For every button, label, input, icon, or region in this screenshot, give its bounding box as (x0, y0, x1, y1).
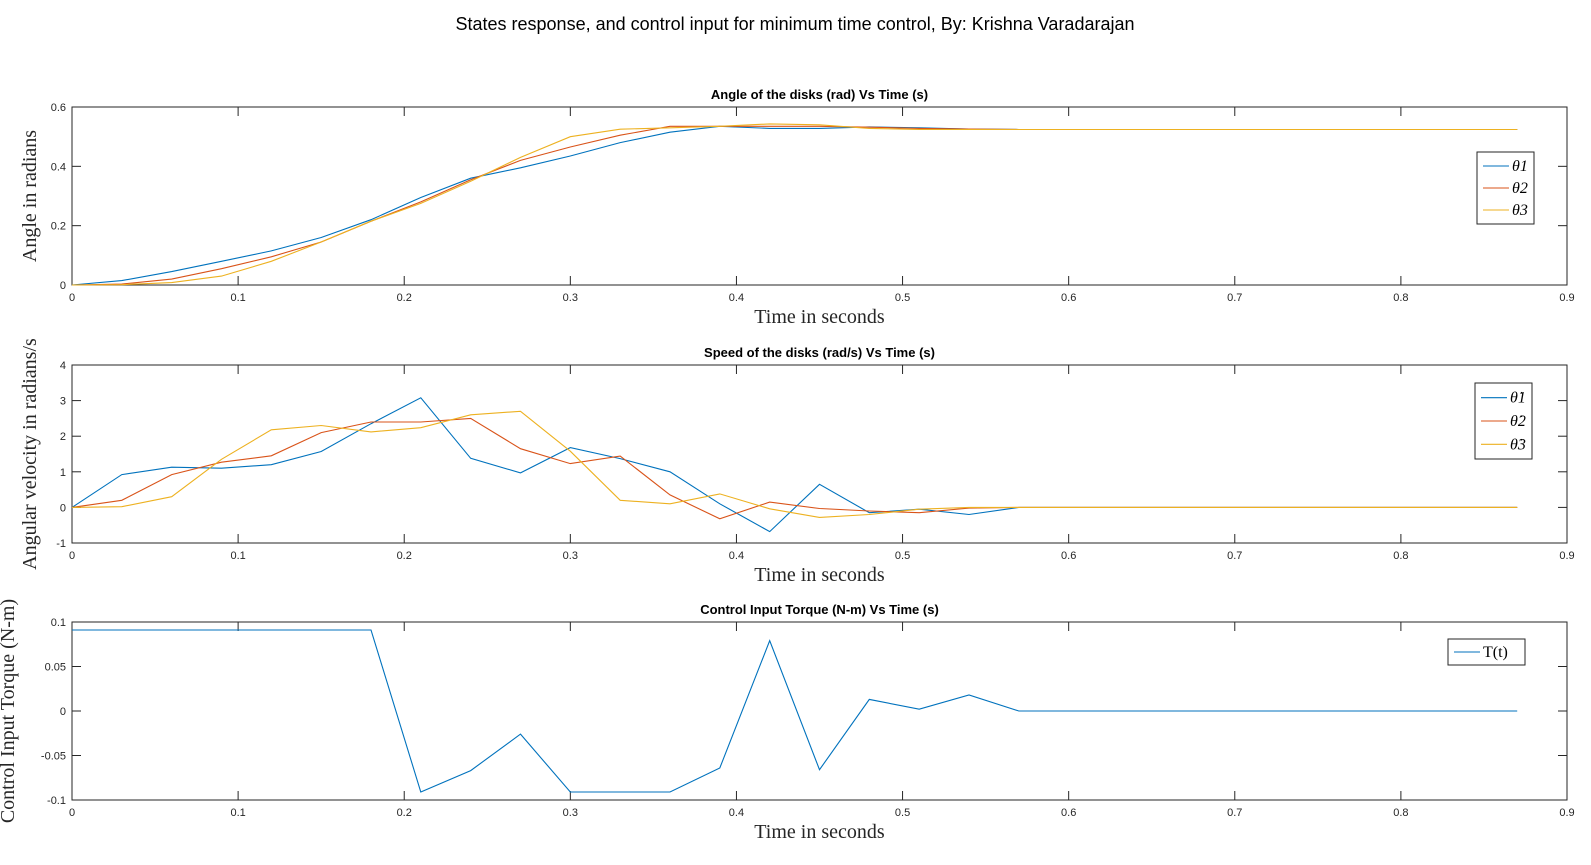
x-tick-label: 0.8 (1393, 807, 1408, 819)
plot-title: Control Input Torque (N-m) Vs Time (s) (700, 602, 939, 617)
x-tick-label: 0.4 (729, 292, 744, 304)
x-tick-label: 0.1 (230, 807, 245, 819)
subplot-2: Speed of the disks (rad/s) Vs Time (s) 0 0… (19, 338, 1575, 586)
y-tick-label: 0.1 (51, 617, 66, 629)
y-tick-label: -0.1 (47, 795, 66, 807)
series-line-3 (71, 410, 1518, 518)
subplots: Angle of the disks (rad) Vs Time (s) 0 0.1… (0, 87, 1575, 843)
legend-label: T(t) (1483, 644, 1508, 661)
x-axis-label: Time in seconds (754, 821, 885, 843)
legend-label: θ1 (1512, 158, 1528, 175)
y-tick-label: 0.2 (51, 221, 66, 233)
x-tick-label: 0 (69, 807, 75, 819)
x-tick-label: 0.9 (1559, 292, 1574, 304)
x-tick-label: 0.4 (729, 550, 744, 562)
x-tick-label: 0.8 (1393, 550, 1408, 562)
x-tick-label: 0.8 (1393, 292, 1408, 304)
plot-area (71, 364, 1568, 544)
x-tick-label: 0 (69, 550, 75, 562)
y-tick-label: 4 (60, 360, 66, 372)
x-tick-label: 0.1 (230, 292, 245, 304)
y-axis-label: Angular velocity in radians/s (19, 338, 41, 570)
x-tick-label: 0.2 (397, 807, 412, 819)
x-axis-label: Time in seconds (754, 306, 885, 328)
series-line-2 (71, 125, 1518, 286)
subplot-1: Angle of the disks (rad) Vs Time (s) 0 0.1… (19, 87, 1575, 328)
series-line-2 (71, 417, 1518, 520)
y-tick-label: 3 (60, 396, 66, 408)
subplot-3: Control Input Torque (N-m) Vs Time (s) 0 0… (0, 599, 1575, 843)
y-tick-label: 0.05 (45, 662, 66, 674)
x-tick-label: 0.3 (563, 550, 578, 562)
y-tick-label: -1 (56, 538, 66, 550)
x-tick-label: 0.7 (1227, 292, 1242, 304)
x-tick-label: 0 (69, 292, 75, 304)
y-tick-label: 0.4 (51, 161, 66, 173)
legend-label: θ̇3 (1510, 436, 1526, 453)
legend-label: θ̇1 (1510, 390, 1526, 407)
x-tick-label: 0.9 (1559, 807, 1574, 819)
series-line-1 (72, 629, 1518, 793)
x-axis-label: Time in seconds (754, 564, 885, 586)
x-tick-label: 0.4 (729, 807, 744, 819)
x-tick-label: 0.6 (1061, 550, 1076, 562)
series-line-3 (71, 123, 1518, 286)
y-tick-label: -0.05 (41, 751, 66, 763)
y-tick-label: 0 (60, 280, 66, 292)
y-tick-label: 1 (60, 467, 66, 479)
legend: θ̇1 θ̇2 θ̇3 (1474, 382, 1533, 460)
y-tick-label: 0 (60, 502, 66, 514)
legend-label: θ̇2 (1510, 413, 1526, 430)
y-axis-label: Control Input Torque (N-m) (0, 599, 19, 823)
legend-box (1447, 638, 1526, 666)
x-tick-label: 0.5 (895, 292, 910, 304)
legend: T(t) (1447, 638, 1526, 666)
x-tick-label: 0.2 (397, 292, 412, 304)
legend: θ1 θ2 θ3 (1476, 151, 1535, 225)
x-tick-label: 0.9 (1559, 550, 1574, 562)
legend-label: θ3 (1512, 202, 1528, 219)
y-tick-label: 0 (60, 706, 66, 718)
y-tick-label: 2 (60, 431, 66, 443)
x-tick-label: 0.3 (563, 807, 578, 819)
x-tick-label: 0.1 (230, 550, 245, 562)
plot-title: Angle of the disks (rad) Vs Time (s) (711, 87, 928, 102)
x-tick-label: 0.6 (1061, 807, 1076, 819)
x-tick-label: 0.7 (1227, 807, 1242, 819)
legend-label: θ2 (1512, 180, 1528, 197)
x-tick-label: 0.6 (1061, 292, 1076, 304)
figure-title: States response, and control input for m… (456, 14, 1135, 34)
x-tick-label: 0.7 (1227, 550, 1242, 562)
plot-title: Speed of the disks (rad/s) Vs Time (s) (704, 345, 935, 360)
x-tick-label: 0.5 (895, 807, 910, 819)
y-axis-label: Angle in radians (19, 130, 41, 262)
x-tick-label: 0.5 (895, 550, 910, 562)
plot-area (71, 106, 1568, 286)
y-tick-label: 0.6 (51, 102, 66, 114)
x-tick-label: 0.3 (563, 292, 578, 304)
x-tick-label: 0.2 (397, 550, 412, 562)
series-line-1 (71, 397, 1518, 533)
